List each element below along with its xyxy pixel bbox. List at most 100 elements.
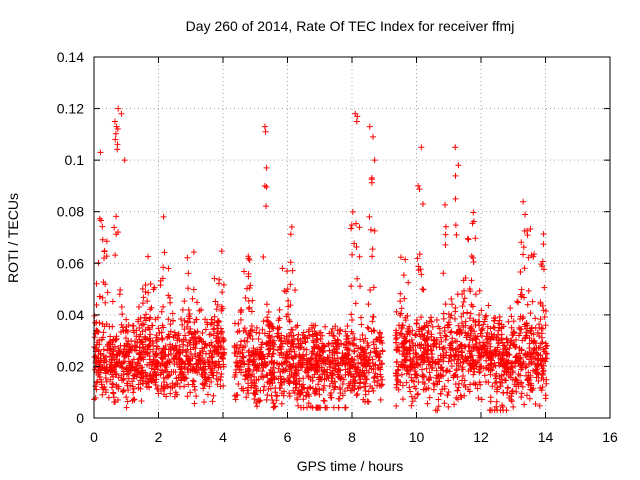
data-point — [357, 376, 364, 383]
data-point — [539, 302, 546, 309]
data-point — [101, 365, 108, 372]
data-point — [160, 264, 167, 271]
data-point — [193, 366, 200, 373]
data-point — [478, 307, 485, 314]
data-point — [374, 350, 381, 357]
data-point — [96, 293, 103, 300]
data-point — [313, 356, 320, 363]
data-point — [151, 284, 158, 291]
data-point — [371, 227, 378, 234]
data-point — [454, 338, 461, 345]
data-point — [395, 378, 402, 385]
data-point — [399, 382, 406, 389]
data-point — [453, 367, 460, 374]
data-point — [404, 331, 411, 338]
data-point — [348, 225, 355, 232]
data-point — [211, 348, 218, 355]
data-point — [313, 339, 320, 346]
x-tick-label: 6 — [284, 429, 292, 445]
data-point — [352, 365, 359, 372]
data-point — [374, 382, 381, 389]
data-point — [196, 349, 203, 356]
data-point — [370, 284, 377, 291]
data-point — [261, 330, 268, 337]
data-point — [101, 357, 108, 364]
data-point — [530, 347, 537, 354]
data-point — [532, 315, 539, 322]
data-point — [114, 141, 121, 148]
data-point — [536, 324, 543, 331]
data-point — [268, 324, 275, 331]
data-point — [266, 338, 273, 345]
data-point — [316, 373, 323, 380]
data-point — [98, 217, 105, 224]
data-point — [263, 203, 270, 210]
data-point — [424, 400, 431, 407]
data-point — [479, 346, 486, 353]
data-point — [464, 309, 471, 316]
data-point — [353, 118, 360, 125]
data-point — [435, 361, 442, 368]
data-point — [336, 395, 343, 402]
data-point — [532, 400, 539, 407]
data-point — [415, 390, 422, 397]
data-point — [523, 353, 530, 360]
data-point — [260, 253, 267, 260]
data-point — [407, 388, 414, 395]
data-point — [356, 369, 363, 376]
data-point — [115, 229, 122, 236]
data-point — [457, 327, 464, 334]
data-point — [286, 317, 293, 324]
data-point — [311, 345, 318, 352]
data-point — [437, 330, 444, 337]
data-point — [483, 333, 490, 340]
data-point — [157, 349, 164, 356]
data-point — [284, 286, 291, 293]
data-point — [174, 335, 181, 342]
data-point — [298, 389, 305, 396]
data-point — [450, 372, 457, 379]
data-point — [499, 356, 506, 363]
data-point — [244, 338, 251, 345]
data-point — [324, 404, 331, 411]
data-point — [209, 398, 216, 405]
data-point — [514, 298, 521, 305]
data-point — [178, 315, 185, 322]
data-point — [480, 321, 487, 328]
data-point — [316, 355, 323, 362]
data-point — [210, 326, 217, 333]
data-point — [97, 149, 104, 156]
data-point — [365, 388, 372, 395]
data-point — [286, 380, 293, 387]
data-point — [145, 289, 152, 296]
data-point — [440, 315, 447, 322]
data-point — [220, 361, 227, 368]
data-point — [213, 306, 220, 313]
data-point — [195, 361, 202, 368]
data-point — [481, 316, 488, 323]
data-point — [214, 328, 221, 335]
data-point — [259, 368, 266, 375]
data-point — [220, 338, 227, 345]
data-point — [435, 356, 442, 363]
data-point — [278, 346, 285, 353]
data-point — [460, 310, 467, 317]
data-point — [403, 351, 410, 358]
data-point — [268, 376, 275, 383]
data-point — [178, 377, 185, 384]
data-point — [97, 350, 104, 357]
data-point — [338, 374, 345, 381]
data-point — [328, 372, 335, 379]
data-point — [265, 346, 272, 353]
data-point — [282, 338, 289, 345]
data-point — [211, 325, 218, 332]
x-tick-label: 4 — [219, 429, 227, 445]
data-point — [373, 335, 380, 342]
data-point — [488, 357, 495, 364]
data-point — [525, 287, 532, 294]
data-point — [143, 311, 150, 318]
data-point — [402, 317, 409, 324]
data-point — [342, 352, 349, 359]
data-point — [294, 322, 301, 329]
data-point — [454, 291, 461, 298]
